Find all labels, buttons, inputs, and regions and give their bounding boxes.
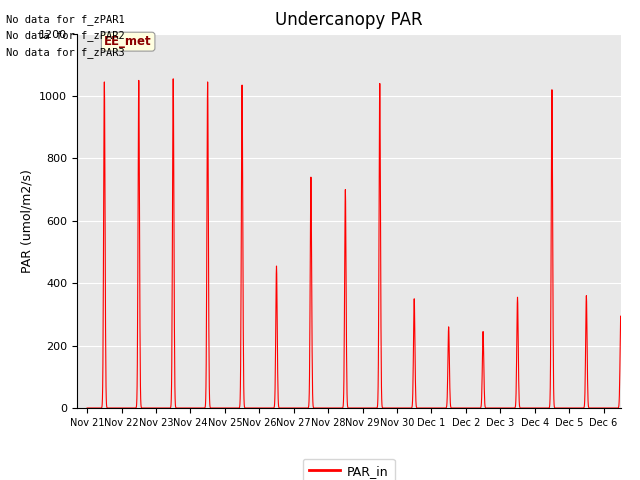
Title: Undercanopy PAR: Undercanopy PAR bbox=[275, 11, 422, 29]
Y-axis label: PAR (umol/m2/s): PAR (umol/m2/s) bbox=[20, 169, 33, 273]
PAR_in bbox=[529, 405, 536, 411]
PAR_in bbox=[627, 405, 634, 411]
Line: PAR_in: PAR_in bbox=[87, 79, 638, 408]
Text: EE_met: EE_met bbox=[104, 35, 152, 48]
PAR_in bbox=[257, 405, 265, 411]
Text: No data for f_zPAR2: No data for f_zPAR2 bbox=[6, 30, 125, 41]
Legend: PAR_in: PAR_in bbox=[303, 458, 395, 480]
Text: No data for f_zPAR1: No data for f_zPAR1 bbox=[6, 13, 125, 24]
PAR_in bbox=[138, 405, 146, 411]
PAR_in bbox=[170, 76, 177, 82]
PAR_in bbox=[396, 405, 403, 411]
Text: No data for f_zPAR3: No data for f_zPAR3 bbox=[6, 47, 125, 58]
PAR_in bbox=[634, 405, 640, 411]
PAR_in bbox=[559, 405, 567, 411]
PAR_in bbox=[83, 405, 91, 411]
